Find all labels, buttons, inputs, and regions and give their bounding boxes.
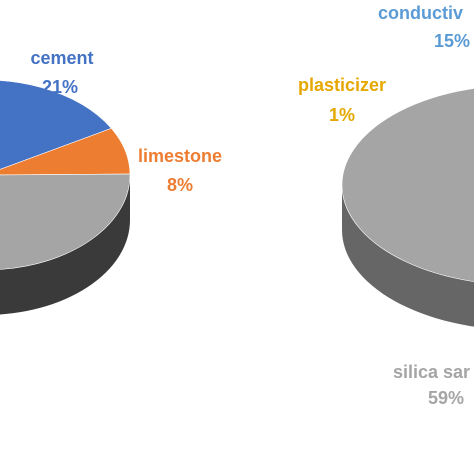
left-pie-slice-side-2 — [0, 175, 130, 315]
pie-chart-left — [0, 80, 131, 315]
right-pie-slice-2 — [341, 88, 474, 282]
pie-chart-right — [341, 88, 474, 327]
slice-percent-cement: 21% — [42, 77, 78, 97]
right-pie-slice-side-2 — [342, 185, 474, 327]
slice-label-conductive: conductiv — [378, 3, 463, 23]
slice-label-cement: cement — [30, 48, 93, 68]
slice-label-silica-sand: silica sar — [393, 362, 470, 382]
slice-label-limestone: limestone — [138, 146, 222, 166]
data-labels: cement 21% limestone 8% conductiv 15% pl… — [30, 3, 470, 408]
left-pie-slice-0 — [0, 80, 112, 170]
slice-percent-limestone: 8% — [167, 175, 193, 195]
slice-label-plasticizer: plasticizer — [298, 75, 386, 95]
slice-percent-plasticizer: 1% — [329, 105, 355, 125]
left-pie-slice-2 — [0, 173, 131, 270]
slice-percent-silica-sand: 59% — [428, 388, 464, 408]
slice-percent-conductive: 15% — [434, 31, 470, 51]
